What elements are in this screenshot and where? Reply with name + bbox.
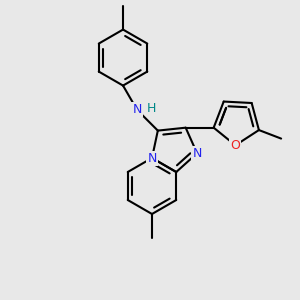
Text: O: O — [230, 139, 240, 152]
Text: N: N — [147, 152, 157, 164]
Text: H: H — [147, 102, 156, 115]
Text: N: N — [132, 103, 142, 116]
Text: N: N — [192, 147, 202, 160]
